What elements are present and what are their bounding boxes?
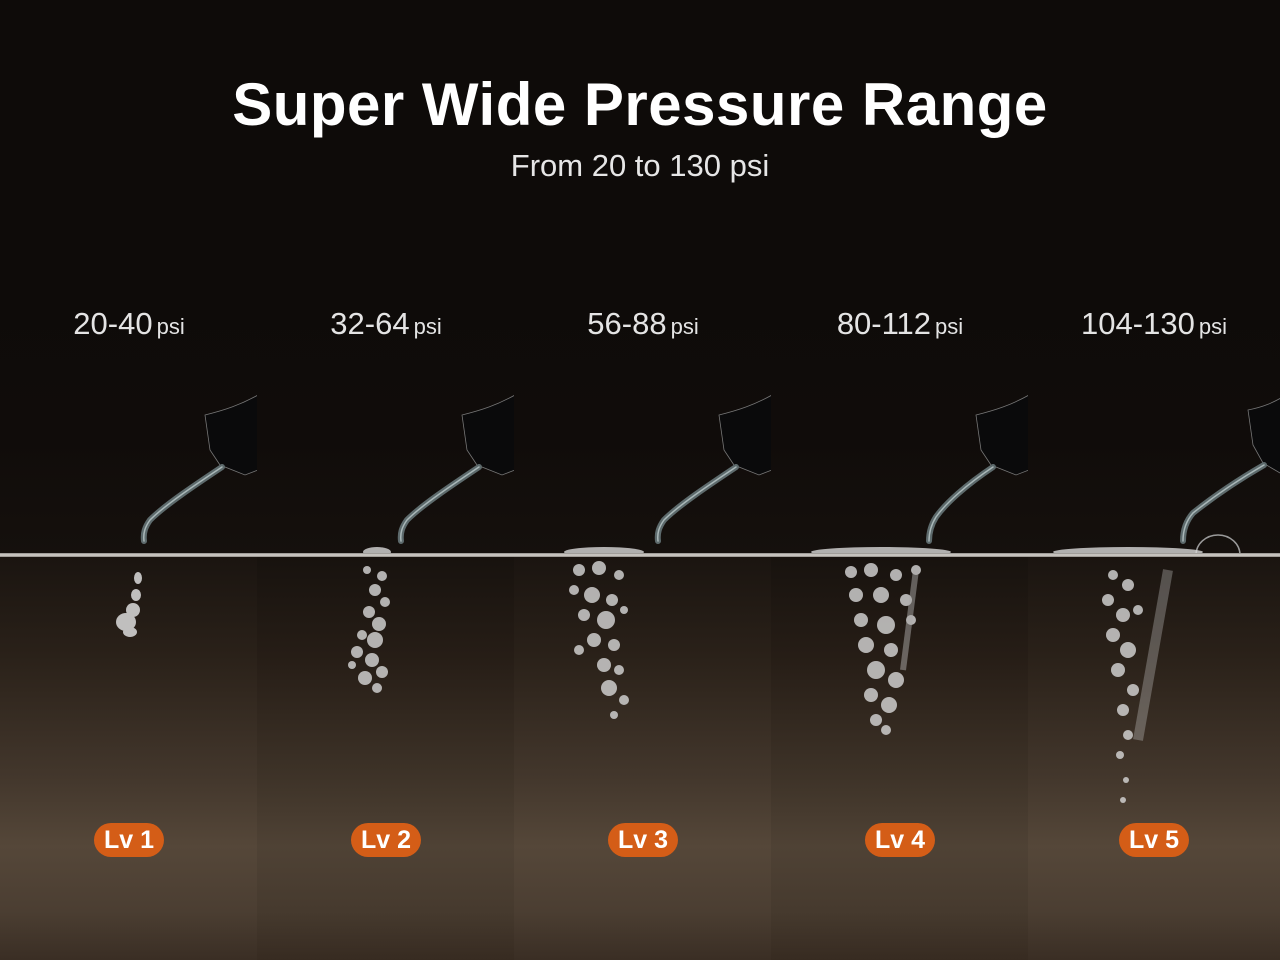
water-surface [514,553,772,557]
pressure-panel-lv3: 56-88 psi Lv 3 [514,290,772,960]
level-badge: Lv 2 [350,823,422,857]
psi-range-label: 20-40 psi [0,304,258,347]
level-badge: Lv 1 [93,823,165,857]
psi-unit: psi [1198,314,1227,339]
level-badge: Lv 5 [1118,823,1190,857]
psi-range-value: 56-88 [587,306,667,341]
psi-range-label: 104-130 psi [1028,304,1280,347]
psi-unit: psi [670,314,699,339]
psi-range-label: 32-64 psi [257,304,515,347]
psi-range-value: 32-64 [330,306,410,341]
page-title: Super Wide Pressure Range [232,71,1048,138]
level-badge: Lv 3 [607,823,679,857]
psi-range-value: 80-112 [836,306,932,341]
water-jet-bubbles [116,572,142,637]
water-surface [1028,553,1280,557]
water-flosser-nozzle-icon [926,394,1029,544]
water-jet-bubbles [348,547,391,693]
header: Super Wide Pressure Range From 20 to 130… [0,0,1280,290]
pressure-panel-lv2: 32-64 psi Lv 2 [257,290,515,960]
water-jet-bubbles [564,547,644,719]
psi-range-value: 104-130 [1081,306,1195,341]
pressure-panel-lv1: 20-40 psi Lv 1 [0,290,258,960]
water-jet-bubbles [1053,547,1203,803]
psi-unit: psi [156,314,185,339]
page-subtitle: From 20 to 130 psi [510,148,770,183]
pressure-panel-lv5: 104-130 psi Lv 5 [1028,290,1280,960]
water-surface [257,553,515,557]
water-surface [771,553,1029,557]
water-surface [0,553,258,557]
psi-unit: psi [935,314,964,339]
water-flosser-nozzle-icon [654,394,772,544]
water-flosser-nozzle-icon [397,394,515,544]
psi-range-label: 56-88 psi [514,304,772,347]
psi-range-label: 80-112 psi [771,304,1029,347]
water-flosser-nozzle-icon [140,394,258,544]
pressure-level-panels: 20-40 psi Lv 1 32-64 psi [0,290,1280,960]
water-jet-bubbles [811,547,951,735]
psi-unit: psi [413,314,442,339]
psi-range-value: 20-40 [73,306,153,341]
level-badge: Lv 4 [864,823,936,857]
pressure-panel-lv4: 80-112 psi Lv 4 [771,290,1029,960]
water-flosser-nozzle-icon [1180,398,1280,555]
